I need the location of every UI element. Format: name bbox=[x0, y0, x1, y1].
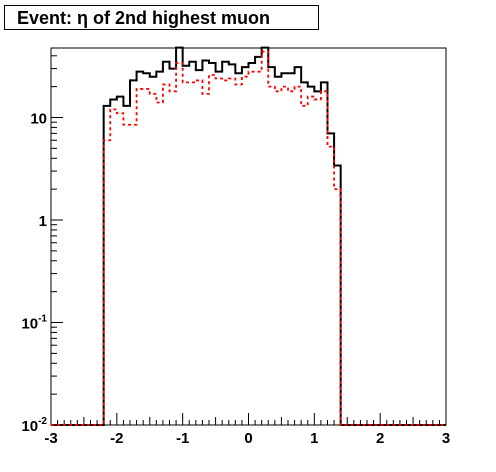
x-tick-label: 2 bbox=[376, 430, 384, 447]
x-tick-label: 0 bbox=[244, 430, 252, 447]
y-tick-label: 10-2 bbox=[21, 416, 47, 435]
y-tick-label: 10-1 bbox=[21, 314, 47, 333]
histogram-series-line-1 bbox=[51, 46, 446, 426]
x-axis-ticks: -3 -2 -1 0 1 2 3 bbox=[44, 413, 450, 447]
histogram-series-line-2 bbox=[51, 50, 446, 426]
y-tick-label: 10 bbox=[30, 111, 47, 128]
histogram-series bbox=[51, 46, 446, 426]
x-tick-label: 1 bbox=[310, 430, 318, 447]
y-tick-label: 1 bbox=[39, 213, 47, 230]
y-axis-ticks: 10-2 10-1 1 10 bbox=[21, 55, 63, 435]
x-tick-label: -1 bbox=[176, 430, 189, 447]
x-tick-label: -2 bbox=[110, 430, 123, 447]
chart-title-box: Event: η of 2nd highest muon bbox=[4, 5, 319, 30]
chart-title: Event: η of 2nd highest muon bbox=[17, 8, 270, 28]
x-tick-label: 3 bbox=[442, 430, 450, 447]
x-tick-label: -3 bbox=[44, 430, 57, 447]
